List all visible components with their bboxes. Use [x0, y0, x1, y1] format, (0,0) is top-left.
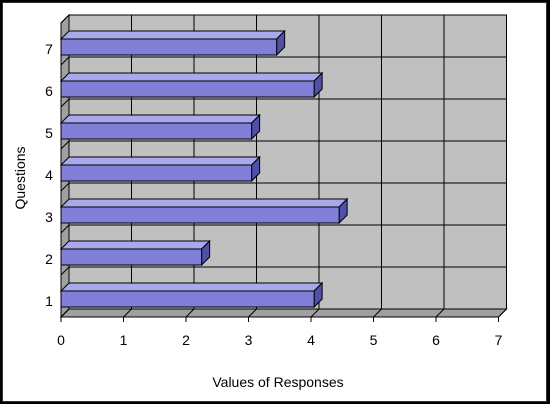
side-gridline	[60, 14, 70, 24]
y-tick-label: 2	[45, 251, 53, 267]
x-tick-label: 3	[245, 332, 253, 348]
side-gridline	[60, 56, 70, 66]
y-tick-label: 6	[45, 83, 53, 99]
y-axis-title: Questions	[12, 146, 28, 209]
x-tick-label: 1	[120, 332, 128, 348]
bar-front	[60, 290, 315, 308]
chart-bars	[59, 29, 349, 309]
side-gridline	[60, 308, 70, 318]
y-tick-label: 3	[45, 209, 53, 225]
x-tick-label: 7	[495, 332, 503, 348]
x-tick-label: 2	[182, 332, 190, 348]
bar-top	[59, 240, 211, 250]
bar-front	[60, 248, 203, 266]
bar-chart: 0 1 2 3 4 5 6 7 1 2 3 4 5 6 7 Values of Responses Ques…	[12, 13, 508, 390]
x-tick-label: 5	[370, 332, 378, 348]
y-tick-label: 7	[45, 41, 53, 57]
floor-gridline	[435, 308, 445, 318]
floor-gridline	[248, 308, 257, 318]
side-gridline	[60, 98, 70, 108]
floor-gridline	[498, 308, 507, 318]
bar-top	[59, 114, 261, 124]
bar-top	[59, 156, 261, 166]
bar-front	[60, 122, 253, 140]
bar-question-6	[59, 71, 324, 99]
y-tick-label: 5	[45, 125, 53, 141]
bar-front	[60, 164, 253, 182]
bar-question-1	[59, 281, 324, 309]
bar-question-7	[59, 29, 286, 57]
floor-gridline	[310, 308, 320, 318]
side-gridline	[60, 266, 70, 276]
bar-top	[59, 282, 324, 292]
bar-top	[59, 72, 324, 82]
x-tick-label: 6	[432, 332, 440, 348]
bar-front	[60, 206, 340, 224]
bar-top	[59, 198, 349, 208]
bar-question-4	[59, 155, 261, 183]
floor-gridline	[123, 308, 132, 318]
side-gridline	[60, 182, 70, 192]
floor-gridline	[185, 308, 195, 318]
floor-gridline	[373, 308, 382, 318]
bar-top	[59, 30, 286, 40]
bar-question-3	[59, 197, 349, 225]
bar-question-5	[59, 113, 261, 141]
bar-front	[60, 38, 278, 56]
bar-front	[60, 80, 315, 98]
y-tick-label: 1	[45, 293, 53, 309]
x-tick-label: 0	[57, 332, 65, 348]
x-axis-title: Values of Responses	[212, 374, 343, 390]
x-tick-label: 4	[307, 332, 315, 348]
side-gridline	[60, 140, 70, 150]
y-tick-label: 4	[45, 167, 53, 183]
bar-question-2	[59, 239, 211, 267]
side-gridline	[60, 224, 70, 234]
chart-tick-labels: 0 1 2 3 4 5 6 7 1 2 3 4 5 6 7	[45, 41, 503, 348]
